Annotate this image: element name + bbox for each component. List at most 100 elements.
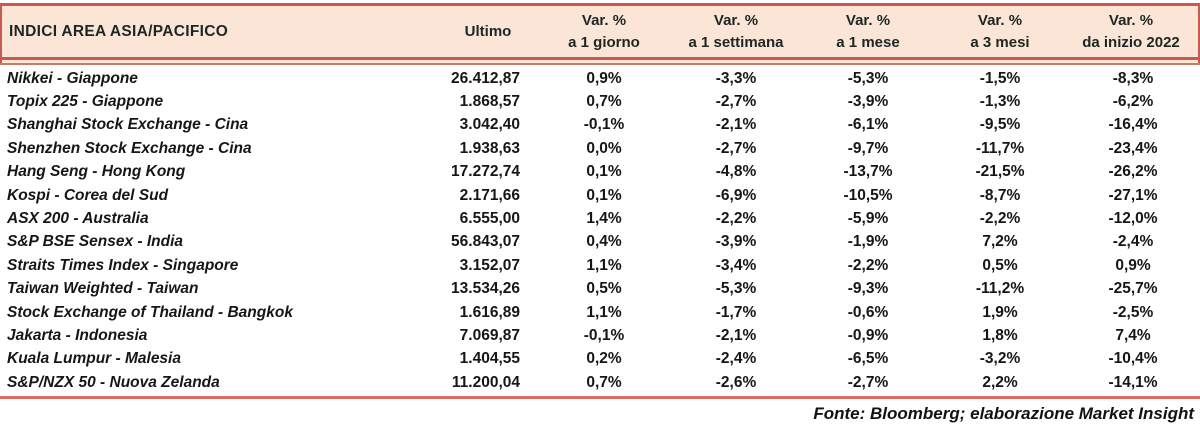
table-row: Kospi - Corea del Sud 2.171,66 0,1% -6,9…	[0, 184, 1200, 207]
var-ytd-value: -16,4%	[1108, 116, 1158, 134]
var-ytd-value: -14,1%	[1108, 373, 1158, 391]
var-1m-value: -5,3%	[847, 69, 889, 87]
var-ytd-value: -27,1%	[1108, 186, 1158, 204]
var-ytd-value: -25,7%	[1108, 280, 1158, 298]
var-3m-value: 7,2%	[982, 233, 1018, 251]
var-ytd-value: -2,5%	[1112, 303, 1154, 321]
var-1m-value: -13,7%	[843, 163, 893, 181]
var-1m-value: -2,7%	[847, 373, 889, 391]
var-1w-value: -2,1%	[715, 326, 757, 344]
ultimo-value: 13.534,26	[451, 280, 520, 298]
var-1d-value: 0,5%	[586, 280, 622, 298]
index-name: Kospi - Corea del Sud	[7, 186, 169, 204]
header-double-rule-gap	[0, 60, 1200, 63]
ultimo-value: 1.616,89	[459, 303, 520, 321]
var-1m-value: -9,3%	[847, 280, 889, 298]
table-row: Straits Times Index - Singapore 3.152,07…	[0, 254, 1200, 277]
column-header-line1: Var. %	[977, 11, 1023, 29]
var-1m-value: -6,5%	[847, 350, 889, 368]
table-row: Hang Seng - Hong Kong 17.272,74 0,1% -4,…	[0, 161, 1200, 184]
var-1w-value: -4,8%	[715, 163, 757, 181]
var-1d-value: -0,1%	[583, 116, 625, 134]
index-name: Topix 225 - Giappone	[7, 93, 164, 111]
var-ytd-value: 7,4%	[1115, 326, 1151, 344]
column-header-line1: Var. %	[845, 11, 891, 29]
var-1d-value: 0,0%	[586, 139, 622, 157]
column-header-var-1m: Var. % a 1 mese	[802, 10, 934, 54]
ultimo-value: 6.555,00	[459, 210, 520, 228]
table-row: Shenzhen Stock Exchange - Cina 1.938,63 …	[0, 137, 1200, 160]
index-name: Hang Seng - Hong Kong	[7, 163, 186, 181]
table-row: Nikkei - Giappone 26.412,87 0,9% -3,3% -…	[0, 67, 1200, 90]
var-1m-value: -5,9%	[847, 210, 889, 228]
var-1w-value: -1,7%	[715, 303, 757, 321]
var-1d-value: 1,1%	[586, 256, 622, 274]
index-name: Shanghai Stock Exchange - Cina	[7, 116, 249, 134]
var-3m-value: -8,7%	[979, 186, 1021, 204]
table-bottom-rule	[0, 396, 1200, 400]
ultimo-value: 2.171,66	[459, 186, 520, 204]
source-note: Fonte: Bloomberg; elaborazione Market In…	[813, 404, 1194, 424]
var-1d-value: 0,4%	[586, 233, 622, 251]
column-header-var-1d: Var. % a 1 giorno	[538, 10, 670, 54]
var-3m-value: -9,5%	[979, 116, 1021, 134]
table-row: ASX 200 - Australia 6.555,00 1,4% -2,2% …	[0, 207, 1200, 230]
var-1w-value: -2,6%	[715, 373, 757, 391]
index-name: ASX 200 - Australia	[7, 210, 149, 228]
table-row: Jakarta - Indonesia 7.069,87 -0,1% -2,1%…	[0, 324, 1200, 347]
var-1m-value: -10,5%	[843, 186, 893, 204]
index-name: Shenzhen Stock Exchange - Cina	[7, 139, 252, 157]
var-1w-value: -3,9%	[715, 233, 757, 251]
var-1d-value: 0,1%	[586, 163, 622, 181]
index-name: Straits Times Index - Singapore	[7, 256, 239, 274]
header-double-rule-line	[0, 63, 1200, 65]
table-body: Nikkei - Giappone 26.412,87 0,9% -3,3% -…	[0, 67, 1200, 394]
var-3m-value: 1,8%	[982, 326, 1018, 344]
column-header-line2: a 1 mese	[836, 33, 900, 51]
var-1d-value: 0,9%	[586, 69, 622, 87]
var-1d-value: -0,1%	[583, 326, 625, 344]
var-1w-value: -5,3%	[715, 280, 757, 298]
index-name: Taiwan Weighted - Taiwan	[7, 280, 199, 298]
var-1m-value: -2,2%	[847, 256, 889, 274]
index-name: S&P/NZX 50 - Nuova Zelanda	[7, 373, 220, 391]
column-header-line2: a 1 giorno	[568, 33, 640, 51]
var-1d-value: 0,2%	[586, 350, 622, 368]
ultimo-value: 17.272,74	[451, 163, 520, 181]
var-1w-value: -2,4%	[715, 350, 757, 368]
column-header-line2: da inizio 2022	[1082, 33, 1180, 51]
column-header-line1: Var. %	[713, 11, 759, 29]
index-name: Nikkei - Giappone	[7, 69, 138, 87]
table-row: Taiwan Weighted - Taiwan 13.534,26 0,5% …	[0, 278, 1200, 301]
var-3m-value: -11,7%	[975, 139, 1025, 157]
var-1d-value: 0,1%	[586, 186, 622, 204]
ultimo-value: 26.412,87	[451, 69, 520, 87]
column-header-ultimo: Ultimo	[464, 23, 512, 40]
var-1m-value: -9,7%	[847, 139, 889, 157]
column-header-var-3m: Var. % a 3 mesi	[934, 10, 1066, 54]
ultimo-value: 1.938,63	[459, 139, 520, 157]
table-row: Shanghai Stock Exchange - Cina 3.042,40 …	[0, 114, 1200, 137]
var-1m-value: -3,9%	[847, 93, 889, 111]
index-name: Kuala Lumpur - Malesia	[7, 350, 181, 368]
var-1m-value: -0,6%	[847, 303, 889, 321]
var-ytd-value: -12,0%	[1108, 210, 1158, 228]
column-header-line2: a 1 settimana	[688, 33, 784, 51]
var-1m-value: -6,1%	[847, 116, 889, 134]
column-header-line2: a 3 mesi	[970, 33, 1030, 51]
var-3m-value: -2,2%	[979, 210, 1021, 228]
var-ytd-value: -23,4%	[1108, 139, 1158, 157]
table-row: S&P/NZX 50 - Nuova Zelanda 11.200,04 0,7…	[0, 371, 1200, 394]
var-3m-value: -21,5%	[975, 163, 1025, 181]
table-header: INDICI AREA ASIA/PACIFICO Ultimo Var. % …	[0, 3, 1200, 60]
var-1w-value: -2,2%	[715, 210, 757, 228]
index-name: S&P BSE Sensex - India	[7, 233, 184, 251]
ultimo-value: 1.404,55	[459, 350, 520, 368]
var-3m-value: 2,2%	[982, 373, 1018, 391]
var-3m-value: 1,9%	[982, 303, 1018, 321]
var-3m-value: -1,3%	[979, 93, 1021, 111]
var-1w-value: -6,9%	[715, 186, 757, 204]
ultimo-value: 56.843,07	[451, 233, 520, 251]
column-header-var-1w: Var. % a 1 settimana	[670, 10, 802, 54]
var-1w-value: -2,7%	[715, 139, 757, 157]
